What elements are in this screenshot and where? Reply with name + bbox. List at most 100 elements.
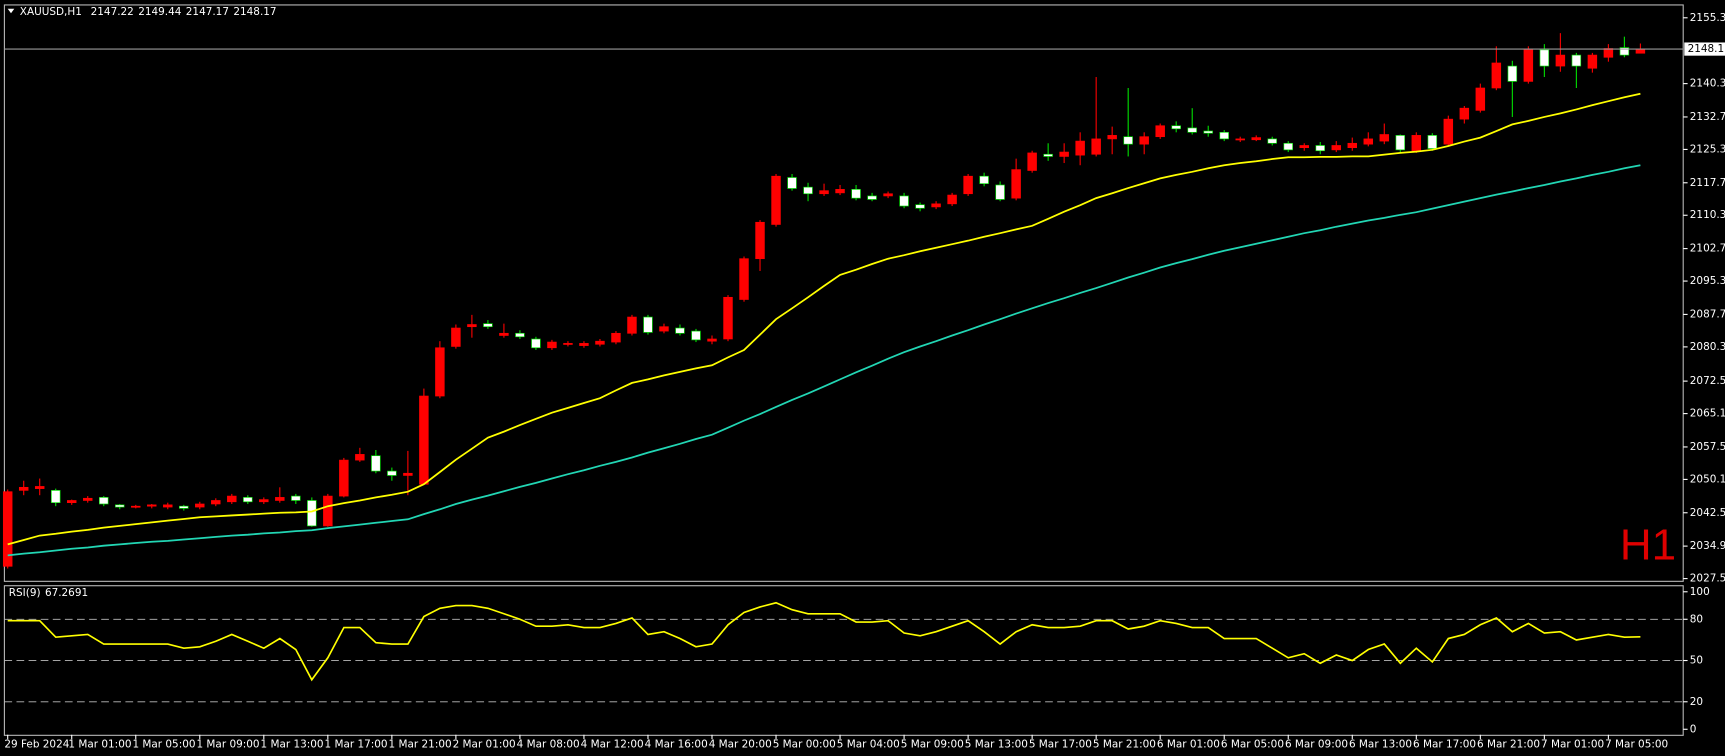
candle-body <box>499 332 509 336</box>
rsi-tick-label: 0 <box>1690 723 1697 735</box>
candle-body <box>1283 142 1293 151</box>
y-tick-label: 2095.30 <box>1690 275 1725 287</box>
candle-body <box>1299 145 1309 149</box>
candle-body <box>1075 140 1085 156</box>
candle-body <box>675 327 685 334</box>
x-tick-label: 7 Mar 01:00 <box>1541 739 1604 751</box>
moving-average <box>7 92 1641 546</box>
x-tick-label: 1 Mar 09:00 <box>196 739 259 751</box>
header-low: 2147.17 <box>186 6 229 18</box>
candle-body <box>1187 127 1197 133</box>
candle-body <box>1235 138 1245 141</box>
candle-body <box>707 338 717 342</box>
candle-body <box>995 184 1005 200</box>
rsi-tick-label: 100 <box>1690 586 1710 598</box>
x-tick-label: 4 Mar 16:00 <box>645 739 708 751</box>
candle-body <box>1363 138 1374 145</box>
menu-arrow[interactable] <box>7 8 15 14</box>
candle-body <box>1139 136 1149 145</box>
candle-body <box>83 497 93 501</box>
candle-body <box>387 470 397 476</box>
y-tick-label: 2050.10 <box>1690 473 1725 485</box>
price-panel <box>3 4 1684 582</box>
candle-body <box>227 495 237 503</box>
candle-body <box>147 504 157 507</box>
candle-body <box>691 330 701 341</box>
candle-body <box>99 497 109 505</box>
candle-body <box>355 454 365 461</box>
candle-body <box>1491 62 1502 89</box>
candle-body <box>963 175 973 195</box>
y-tick-label: 2140.30 <box>1690 78 1725 90</box>
candle-body <box>1123 136 1133 145</box>
candle-body <box>1539 49 1550 67</box>
x-tick-label: 6 Mar 21:00 <box>1477 739 1540 751</box>
candle-body <box>211 500 221 505</box>
candle-body <box>819 190 829 195</box>
candle-body <box>755 221 765 260</box>
candle-body <box>451 327 461 347</box>
candle-body <box>1555 54 1566 67</box>
x-tick-label: 5 Mar 13:00 <box>965 739 1028 751</box>
candle-body <box>1315 145 1325 152</box>
candle-body <box>1267 138 1277 144</box>
candle-body <box>18 486 29 491</box>
header-high: 2149.44 <box>138 6 182 18</box>
x-tick-label: 5 Mar 00:00 <box>773 739 836 751</box>
x-tick-label: 4 Mar 08:00 <box>517 739 580 751</box>
candle-body <box>803 186 813 195</box>
candle-body <box>403 472 413 476</box>
candle-body <box>835 189 845 194</box>
candle-body <box>659 326 669 332</box>
rsi-tick-label: 50 <box>1690 655 1703 667</box>
y-tick-label: 2087.70 <box>1690 308 1725 320</box>
candle-body <box>307 500 317 527</box>
y-tick-label: 2125.30 <box>1690 143 1725 155</box>
y-tick-label: 2057.50 <box>1690 441 1725 453</box>
y-tick-label: 2080.30 <box>1690 341 1725 353</box>
candle-body <box>915 204 925 209</box>
candle-body <box>1091 138 1101 155</box>
candle-body <box>1171 125 1181 130</box>
candle-body <box>1459 107 1470 120</box>
x-tick-label: 6 Mar 05:00 <box>1221 739 1284 751</box>
candle-body <box>1411 135 1422 152</box>
candle-body <box>1443 118 1454 145</box>
candle-body <box>1347 142 1358 149</box>
candle-body <box>595 340 605 345</box>
header-close: 2148.17 <box>233 6 276 18</box>
rsi-title: RSI(9) <box>9 587 41 599</box>
y-tick-label: 2155.30 <box>1690 12 1725 24</box>
rsi-line <box>7 601 1641 682</box>
candle-body <box>195 503 205 508</box>
x-tick-label: 29 Feb 2024 <box>4 739 69 751</box>
candle-body <box>531 338 541 349</box>
x-tick-label: 5 Mar 09:00 <box>901 739 964 751</box>
candle-body <box>66 500 77 503</box>
candle-body <box>291 495 301 501</box>
candle-body <box>1251 137 1261 141</box>
candle-body <box>867 195 877 200</box>
candle-body <box>131 505 141 508</box>
candle-body <box>1059 151 1069 157</box>
y-tick-label: 2132.70 <box>1690 111 1725 123</box>
candle-body <box>899 195 909 207</box>
rsi-tick-label: 20 <box>1690 696 1703 708</box>
x-tick-label: 1 Mar 17:00 <box>325 739 388 751</box>
candle-body <box>771 175 781 225</box>
x-tick-label: 5 Mar 17:00 <box>1029 739 1092 751</box>
x-tick-label: 4 Mar 20:00 <box>709 739 772 751</box>
candle-body <box>643 316 653 333</box>
candle-body <box>1619 47 1630 56</box>
y-tick-label: 2102.70 <box>1690 243 1725 255</box>
candle-body <box>371 455 381 472</box>
candle-body <box>547 341 557 349</box>
candle-body <box>1331 145 1342 151</box>
chart-title: XAUUSD,H1 <box>20 6 82 18</box>
moving-average <box>7 164 1641 557</box>
candle-body <box>339 459 349 497</box>
x-tick-label: 1 Mar 13:00 <box>261 739 324 751</box>
x-tick-label: 6 Mar 13:00 <box>1349 739 1412 751</box>
candle-body <box>723 296 733 340</box>
